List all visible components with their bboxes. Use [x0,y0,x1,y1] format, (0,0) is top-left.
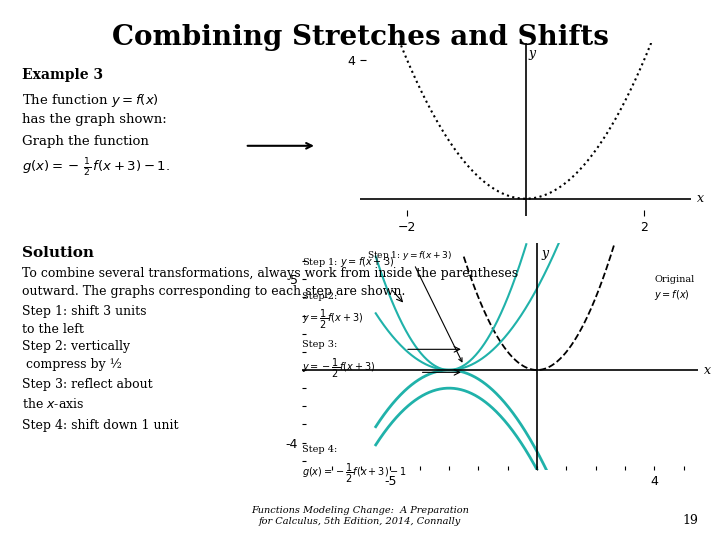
Text: Original
$y = f(x)$: Original $y = f(x)$ [654,275,695,302]
Text: Step 2:
$y = \dfrac{1}{2}f(x+3)$: Step 2: $y = \dfrac{1}{2}f(x+3)$ [302,292,364,331]
Text: Step 4: shift down 1 unit: Step 4: shift down 1 unit [22,418,178,431]
Text: $g(x) = -\,\frac{1}{2}\,f(x + 3) - 1.$: $g(x) = -\,\frac{1}{2}\,f(x + 3) - 1.$ [22,157,169,179]
Text: Functions Modeling Change:  A Preparation
for Calculus, 5th Edition, 2014, Conna: Functions Modeling Change: A Preparation… [251,505,469,526]
Text: 19: 19 [683,514,698,526]
Text: y: y [528,46,536,59]
Text: The function $y = f(x)$: The function $y = f(x)$ [22,92,158,109]
Text: Step 3:
$y = -\dfrac{1}{2}f(x+3)$: Step 3: $y = -\dfrac{1}{2}f(x+3)$ [302,340,376,380]
Text: Solution: Solution [22,246,94,260]
Text: y: y [541,247,549,260]
Text: Graph the function: Graph the function [22,135,148,148]
Text: x: x [697,192,704,205]
Text: Step 1: shift 3 units
to the left: Step 1: shift 3 units to the left [22,305,146,336]
Text: To combine several transformations, always work from inside the parentheses
outw: To combine several transformations, alwa… [22,267,518,298]
Text: Step 4:
$g(x) = -\dfrac{1}{2}f(x+3) - 1$: Step 4: $g(x) = -\dfrac{1}{2}f(x+3) - 1$ [302,446,408,485]
Text: Step 3: reflect about
the $x$-axis: Step 3: reflect about the $x$-axis [22,378,152,410]
Text: Example 3: Example 3 [22,68,103,82]
Text: has the graph shown:: has the graph shown: [22,113,166,126]
Text: Step 1: $y = f(x+3)$: Step 1: $y = f(x+3)$ [302,255,395,269]
Text: Step 1: $y = f(x+3)$: Step 1: $y = f(x+3)$ [367,248,462,362]
Text: Combining Stretches and Shifts: Combining Stretches and Shifts [112,24,608,51]
Text: Step 2: vertically
 compress by ½: Step 2: vertically compress by ½ [22,340,130,371]
Text: x: x [704,363,711,376]
